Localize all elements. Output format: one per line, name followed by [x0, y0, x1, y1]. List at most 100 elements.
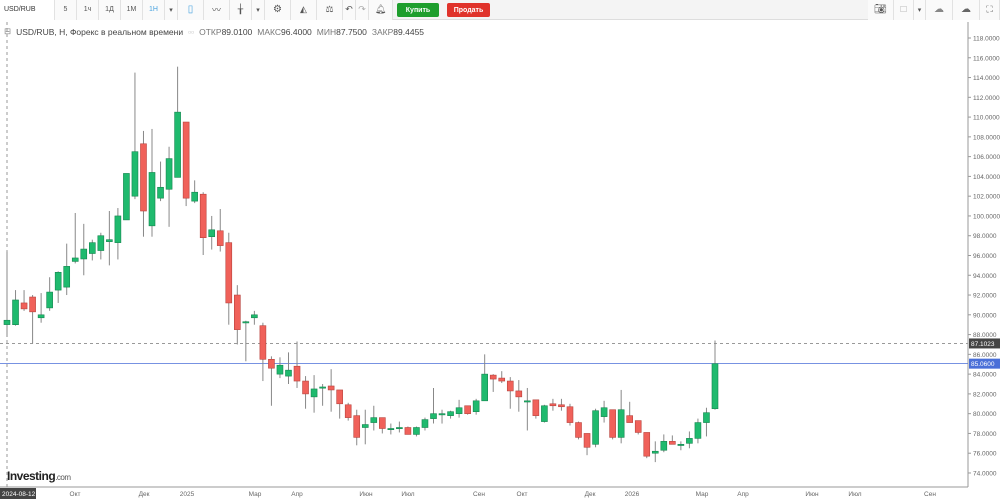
candle-body	[259, 325, 267, 360]
candle	[387, 423, 395, 435]
candle	[310, 375, 318, 413]
interval-1w[interactable]: 1Н	[143, 0, 165, 20]
candle	[251, 310, 258, 325]
candle-body	[174, 111, 181, 178]
y-tick-label: 96.0000	[973, 253, 997, 260]
interval-1h[interactable]: 1ч	[77, 0, 99, 20]
candle-body	[549, 403, 557, 407]
candle	[694, 418, 702, 444]
y-tick-label: 104.0000	[973, 174, 1000, 181]
collapse-icon[interactable]: ⊟	[4, 26, 12, 36]
alert-bell-icon[interactable]: 🔔︎	[369, 0, 393, 20]
scales-icon[interactable]: ⚖	[317, 0, 343, 20]
buy-button[interactable]: Купить	[397, 3, 439, 17]
candle	[242, 320, 250, 362]
candle	[634, 420, 642, 435]
cloud-download-icon[interactable]: ☁	[926, 0, 953, 20]
interval-5[interactable]: 5	[55, 0, 77, 20]
candle	[3, 251, 11, 338]
candlestick-icon[interactable]: ▯	[178, 0, 204, 20]
candle	[609, 409, 616, 440]
candle-body	[106, 239, 113, 242]
candle	[29, 295, 36, 344]
candle-body	[660, 441, 668, 451]
candle-body	[344, 404, 352, 418]
square-icon[interactable]: □	[894, 0, 914, 20]
candle	[182, 121, 190, 207]
candle-body	[157, 186, 164, 199]
close-value: 89.4455	[393, 26, 425, 37]
candle-body	[396, 427, 403, 430]
candle	[481, 354, 488, 402]
y-tick-label: 116.0000	[973, 55, 1000, 62]
settings-icon[interactable]: ▫▫	[188, 26, 195, 37]
candle	[37, 293, 45, 323]
candle	[208, 215, 216, 250]
candle-body	[677, 444, 685, 446]
symbol-input[interactable]: USD/RUB	[0, 0, 55, 20]
camera-icon[interactable]: 📷︎	[868, 0, 894, 20]
candle	[174, 66, 181, 178]
undo-icon[interactable]: ↶	[343, 0, 356, 20]
candle	[506, 377, 514, 409]
candle-body	[37, 314, 45, 319]
candle-body	[63, 266, 71, 288]
candle-body	[251, 314, 258, 319]
x-tick-label: Дек	[139, 491, 150, 498]
indicators-icon[interactable]: ╁	[230, 0, 252, 20]
close-label: ЗАКР	[371, 26, 394, 37]
candle	[123, 173, 130, 221]
candle	[71, 212, 79, 264]
x-tick-label: Дек	[585, 491, 596, 498]
y-tick-label: 114.0000	[973, 75, 1000, 82]
x-tick-label: Мар	[696, 491, 709, 498]
x-tick-label: Июн	[805, 491, 819, 498]
area-chart-icon[interactable]: ◭	[291, 0, 317, 20]
candle-body	[319, 386, 326, 389]
candle	[592, 408, 599, 448]
candle-body	[651, 450, 659, 454]
interval-1d[interactable]: 1Д	[99, 0, 121, 20]
redo-icon[interactable]: ↷	[356, 0, 369, 20]
candle-body	[293, 365, 301, 382]
candle	[361, 409, 369, 445]
candle-body	[370, 417, 378, 423]
candle-body	[131, 151, 139, 197]
candle-body	[566, 406, 574, 423]
line-chart-icon[interactable]: 〰	[204, 0, 230, 20]
candle-body	[46, 291, 53, 309]
candle-body	[686, 438, 693, 444]
candle-body	[438, 413, 446, 416]
candle	[370, 405, 378, 431]
candle-body	[592, 410, 599, 445]
candle-body	[182, 121, 190, 199]
candle	[404, 426, 412, 435]
candle	[413, 426, 420, 437]
candle	[327, 369, 335, 412]
sell-button[interactable]: Продать	[447, 3, 490, 17]
chevron-down-icon[interactable]: ▾	[165, 0, 178, 20]
chevron-down-icon[interactable]: ▾	[914, 0, 926, 20]
candle-body	[472, 400, 480, 412]
candle-body	[310, 388, 318, 398]
candle-body	[234, 294, 241, 330]
y-tick-label: 86.0000	[973, 352, 997, 359]
y-tick-label: 74.0000	[973, 470, 997, 477]
x-tick-label: Окт	[517, 491, 528, 498]
candle-body	[703, 412, 710, 423]
y-tick-label: 88.0000	[973, 332, 997, 339]
candle-body	[268, 358, 275, 369]
candle	[379, 417, 386, 434]
candle	[438, 409, 446, 424]
candle-body	[285, 369, 292, 377]
candle	[131, 72, 139, 200]
y-tick-label: 80.0000	[973, 411, 997, 418]
candle	[430, 387, 437, 424]
chevron-down-icon[interactable]: ▾	[252, 0, 265, 20]
low-value: 87.7500	[336, 26, 367, 37]
cloud-upload-icon[interactable]: ☁	[953, 0, 980, 20]
gear-icon[interactable]: ⚙	[265, 0, 291, 20]
candle	[140, 130, 147, 237]
interval-1m[interactable]: 1М	[121, 0, 143, 20]
